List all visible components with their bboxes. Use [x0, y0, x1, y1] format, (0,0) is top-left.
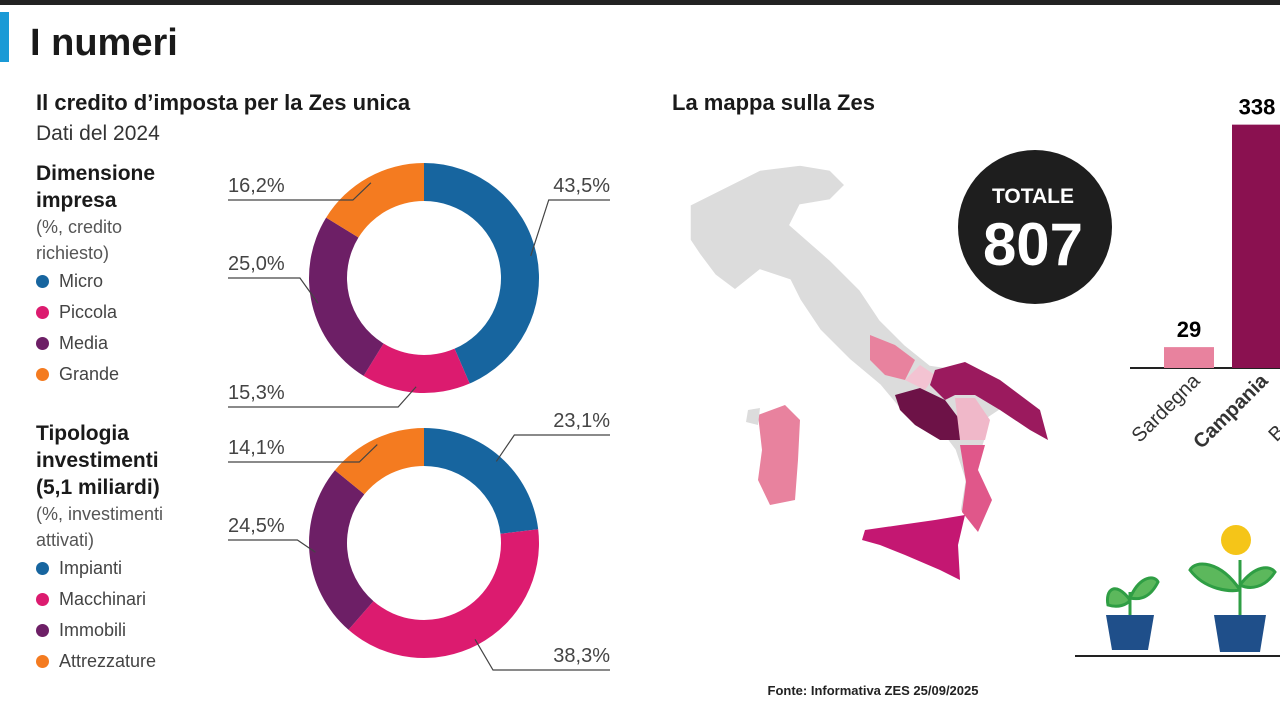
legend-item: Piccola: [36, 297, 206, 328]
legend-dot: [36, 306, 49, 319]
donut-segment: [348, 529, 539, 658]
legend-label: Impianti: [59, 558, 123, 578]
campania: [895, 388, 960, 440]
leader-line: [228, 444, 378, 463]
leader-line: [228, 386, 417, 408]
plant-decoration: [1105, 525, 1277, 652]
source: Fonte: Informativa ZES 25/09/2025: [768, 683, 979, 698]
total-badge: [958, 150, 1112, 304]
value-label: 14,1%: [228, 437, 285, 459]
legend: Micro Piccola Media Grande: [36, 266, 206, 390]
legend-label: Media: [59, 333, 109, 353]
donut-sidebar: Tipologia investimenti (5,1 miliardi) (%,…: [36, 420, 206, 677]
donut-segment: [309, 470, 374, 630]
leader-line: [495, 434, 610, 462]
legend-label: Immobili: [59, 620, 127, 640]
value-label: 38,3%: [553, 645, 610, 667]
legend-item: Grande: [36, 359, 206, 390]
legend-item: Immobili: [36, 615, 206, 646]
total-label: TOTALE: [992, 185, 1074, 208]
legend-label: Grande: [59, 364, 120, 384]
legend-label: Macchinari: [59, 589, 147, 609]
legend-label: Micro: [59, 271, 103, 291]
legend: Impianti Macchinari Immobili Attrezzature: [36, 553, 206, 677]
donut-segment: [326, 163, 424, 238]
puglia: [930, 362, 1048, 440]
leader-line: [530, 199, 610, 257]
corsica: [746, 408, 760, 425]
page-title: I numeri: [30, 22, 178, 64]
donut-segment: [424, 428, 539, 534]
donut-segment: [309, 217, 384, 376]
donut-segment: [363, 343, 470, 393]
sardegna: [758, 405, 800, 505]
leader-line: [228, 277, 319, 304]
calabria: [960, 445, 992, 532]
leader-line: [228, 539, 316, 553]
legend-item: Media: [36, 328, 206, 359]
leader-line: [228, 182, 372, 201]
basilicata: [955, 398, 990, 440]
bar: [1232, 124, 1280, 368]
bar-category: Campania: [1189, 369, 1273, 453]
value-label: 16,2%: [228, 175, 285, 197]
total-value: 807: [983, 211, 1083, 278]
accent: [0, 12, 9, 62]
legend-label: Attrezzature: [59, 651, 157, 671]
legend-dot: [36, 337, 49, 350]
value-label: 25,0%: [228, 253, 285, 275]
donut-sidebar: Dimensione impresa (%, credito richiesto)…: [36, 160, 206, 390]
section-title: Il credito d’imposta per la Zes unica: [36, 90, 411, 115]
legend-item: Impianti: [36, 553, 206, 584]
top-bar: [0, 0, 1280, 5]
bar-value: 338: [1239, 95, 1276, 120]
legend-dot: [36, 655, 49, 668]
leader-line: [474, 639, 610, 671]
donut-subtitle: (%, credito richiesto): [36, 217, 123, 263]
donut-segment: [424, 163, 539, 384]
legend-dot: [36, 275, 49, 288]
legend-dot: [36, 562, 49, 575]
value-label: 43,5%: [553, 175, 610, 197]
bar: [1164, 347, 1214, 368]
italy-map: [689, 164, 1050, 580]
map-title: La mappa sulla Zes: [672, 90, 875, 115]
sicilia: [862, 515, 965, 580]
value-label: 24,5%: [228, 515, 285, 537]
molise: [905, 365, 935, 390]
donut-subtitle: (%, investimenti attivati): [36, 504, 164, 550]
section-subtitle: Dati del 2024: [36, 122, 160, 145]
legend-item: Macchinari: [36, 584, 206, 615]
bar-value: 29: [1177, 317, 1201, 342]
abruzzo: [870, 335, 915, 380]
legend-dot: [36, 624, 49, 637]
legend-label: Piccola: [59, 302, 118, 322]
value-label: 15,3%: [228, 382, 285, 404]
legend-item: Micro: [36, 266, 206, 297]
donut-title: Tipologia investimenti (5,1 miliardi): [36, 422, 160, 499]
value-label: 23,1%: [553, 410, 610, 432]
legend-item: Attrezzature: [36, 646, 206, 677]
donut-title: Dimensione impresa: [36, 162, 156, 212]
legend-dot: [36, 593, 49, 606]
legend-dot: [36, 368, 49, 381]
donut-segment: [334, 428, 424, 495]
